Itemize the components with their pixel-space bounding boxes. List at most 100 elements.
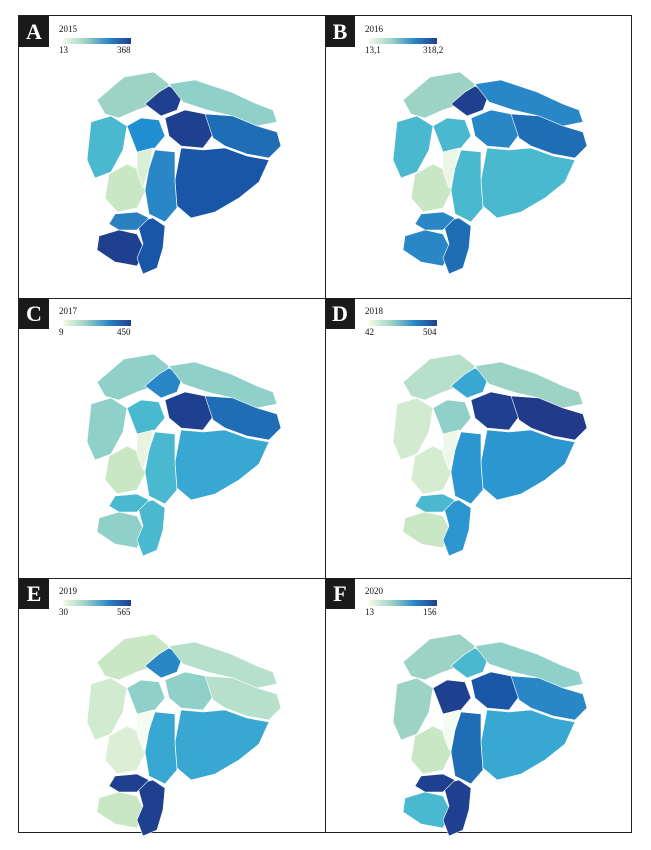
province-region-coast: [410, 163, 452, 213]
legend-min-value: 30: [59, 607, 68, 617]
panel-letter: C: [19, 298, 49, 329]
province-region-southern-tip: [414, 493, 456, 513]
province-region-interior: [136, 147, 154, 189]
province-region-southeast: [174, 709, 270, 781]
province-region-center: [432, 399, 472, 435]
province-region-south-central: [450, 431, 484, 505]
province-region-south-central: [450, 711, 484, 785]
province-region-southeast: [480, 147, 576, 219]
province-region-southern-tip: [108, 211, 150, 231]
legend-min-value: 42: [365, 327, 374, 337]
province-region-southern-tip: [108, 493, 150, 513]
panel-letter: E: [19, 578, 49, 609]
legend-gradient-bar: [369, 600, 437, 606]
province-region-coast: [410, 725, 452, 775]
province-region-interior: [136, 709, 154, 751]
province-region-core-dark: [470, 671, 522, 711]
legend-min-value: 13: [365, 607, 374, 617]
legend-gradient-bar: [63, 38, 131, 44]
province-region-interior: [442, 709, 460, 751]
legend-gradient-bar: [369, 38, 437, 44]
province-region-south-central: [450, 149, 484, 223]
province-region-southern-tip: [108, 773, 150, 793]
province-region-south: [442, 499, 472, 557]
map-panel-f: F 2020 13 156: [325, 578, 631, 850]
legend-max-value: 450: [117, 327, 131, 337]
province-region-east: [204, 675, 282, 721]
province-region-center: [432, 117, 472, 153]
map-panel-a: A 2015 13 368: [19, 16, 325, 288]
province-region-northeast: [168, 641, 278, 689]
map-panel-b: B 2016 13,1 318,2: [325, 16, 631, 288]
color-legend: 2019 30 565: [59, 586, 179, 618]
figure-grid: A 2015 13 368 B 2016 13,1 318,2 C 2017 9 450 D 2018 42…: [18, 15, 632, 837]
province-region-northeast: [474, 641, 584, 689]
ecuador-choropleth-map: [86, 353, 282, 557]
legend-min-value: 13: [59, 45, 68, 55]
panel-letter: A: [19, 16, 49, 47]
province-region-coast: [104, 725, 146, 775]
map-panel-c: C 2017 9 450: [19, 298, 325, 570]
ecuador-choropleth-map: [392, 353, 588, 557]
province-region-center: [126, 399, 166, 435]
province-region-south-central: [144, 711, 178, 785]
province-region-center-west: [392, 115, 434, 179]
province-region-east: [510, 395, 588, 441]
province-region-east: [510, 675, 588, 721]
province-region-center-west: [392, 397, 434, 461]
legend-max-value: 368: [117, 45, 131, 55]
province-region-northeast: [168, 361, 278, 409]
legend-year: 2017: [59, 306, 77, 316]
province-region-southeast: [480, 709, 576, 781]
province-region-southern-tip: [414, 773, 456, 793]
ecuador-choropleth-map: [392, 71, 588, 275]
province-region-interior: [442, 147, 460, 189]
legend-gradient-bar: [63, 600, 131, 606]
province-region-east: [204, 113, 282, 159]
province-region-interior: [136, 429, 154, 471]
province-region-south: [136, 779, 166, 837]
province-region-south: [136, 499, 166, 557]
map-panel-e: E 2019 30 565: [19, 578, 325, 850]
province-region-center: [126, 117, 166, 153]
province-region-center-west: [86, 115, 128, 179]
province-region-east: [510, 113, 588, 159]
province-region-southern-tip: [414, 211, 456, 231]
province-region-south-central: [144, 431, 178, 505]
legend-min-value: 13,1: [365, 45, 381, 55]
legend-max-value: 156: [423, 607, 437, 617]
province-region-northeast: [474, 79, 584, 127]
province-region-south-central: [144, 149, 178, 223]
legend-year: 2015: [59, 24, 77, 34]
province-region-southeast: [480, 429, 576, 501]
grid-divider-vertical: [325, 16, 326, 832]
map-panel-d: D 2018 42 504: [325, 298, 631, 570]
province-region-center-west: [86, 397, 128, 461]
province-region-southeast: [174, 429, 270, 501]
province-region-center: [126, 679, 166, 715]
legend-max-value: 565: [117, 607, 131, 617]
province-region-south: [136, 217, 166, 275]
province-region-center-west: [86, 677, 128, 741]
province-region-core-dark: [164, 109, 216, 149]
ecuador-choropleth-map: [392, 633, 588, 837]
province-region-south: [442, 217, 472, 275]
ecuador-choropleth-map: [86, 71, 282, 275]
province-region-interior: [442, 429, 460, 471]
ecuador-choropleth-map: [86, 633, 282, 837]
legend-year: 2016: [365, 24, 383, 34]
color-legend: 2020 13 156: [365, 586, 485, 618]
legend-min-value: 9: [59, 327, 64, 337]
legend-gradient-bar: [63, 320, 131, 326]
legend-max-value: 318,2: [423, 45, 444, 55]
province-region-core-dark: [470, 391, 522, 431]
legend-year: 2020: [365, 586, 383, 596]
province-region-center: [432, 679, 472, 715]
province-region-southeast: [174, 147, 270, 219]
province-region-core-dark: [470, 109, 522, 149]
legend-year: 2018: [365, 306, 383, 316]
province-region-core-dark: [164, 391, 216, 431]
province-region-core-dark: [164, 671, 216, 711]
color-legend: 2018 42 504: [365, 306, 485, 338]
legend-gradient-bar: [369, 320, 437, 326]
